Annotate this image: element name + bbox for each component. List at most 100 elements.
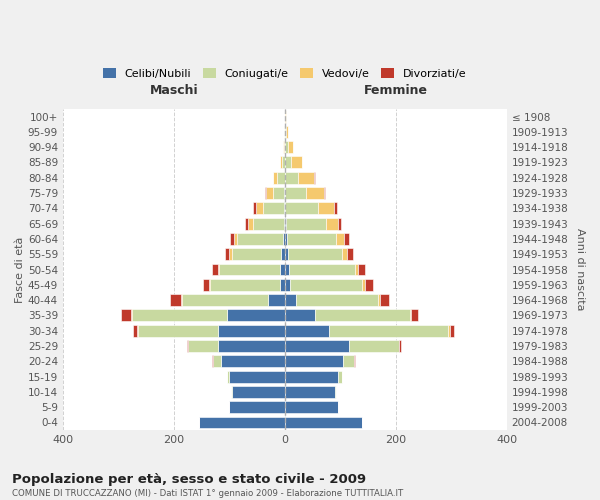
Bar [334,202,337,214]
Bar [347,248,353,260]
Bar [235,233,237,245]
Bar [285,416,362,428]
Bar [355,264,358,276]
Bar [268,294,285,306]
Bar [133,324,137,336]
Bar [285,279,290,291]
Bar [132,310,227,322]
Bar [285,248,287,260]
Bar [229,370,285,382]
Y-axis label: Anni di nascita: Anni di nascita [575,228,585,311]
Bar [335,386,336,398]
Bar [285,356,343,368]
Bar [290,279,362,291]
Bar [209,279,211,291]
Bar [285,324,329,336]
Bar [212,356,221,368]
Bar [289,264,355,276]
Bar [203,279,209,291]
Bar [286,202,317,214]
Bar [317,202,334,214]
Bar [411,310,418,322]
Bar [286,156,291,168]
Bar [287,248,342,260]
Bar [218,264,220,276]
Bar [324,187,325,199]
Bar [221,356,285,368]
Bar [237,233,283,245]
Bar [307,187,324,199]
Bar [285,233,287,245]
Bar [284,218,285,230]
Bar [349,340,398,352]
Bar [285,264,289,276]
Bar [280,279,285,291]
Bar [449,324,454,336]
Bar [291,156,302,168]
Bar [286,126,288,138]
Bar [280,264,285,276]
Bar [399,340,401,352]
Bar [218,324,285,336]
Bar [338,218,341,230]
Bar [329,324,448,336]
Bar [229,248,232,260]
Bar [199,416,285,428]
Bar [121,310,131,322]
Bar [365,279,373,291]
Bar [287,233,336,245]
Bar [286,172,298,184]
Bar [285,126,286,138]
Bar [378,294,380,306]
Bar [188,340,218,352]
Bar [273,187,284,199]
Legend: Celibi/Nubili, Coniugati/e, Vedovi/e, Divorziati/e: Celibi/Nubili, Coniugati/e, Vedovi/e, Di… [98,64,472,84]
Bar [182,294,268,306]
Bar [227,310,285,322]
Bar [338,370,342,382]
Bar [285,310,316,322]
Bar [231,386,232,398]
Bar [187,340,188,352]
Bar [285,294,296,306]
Bar [281,248,285,260]
Bar [138,324,218,336]
Bar [230,233,235,245]
Bar [342,248,347,260]
Bar [211,279,280,291]
Bar [285,141,287,153]
Bar [273,172,277,184]
Bar [248,218,253,230]
Bar [227,370,229,382]
Bar [232,248,281,260]
Bar [344,233,349,245]
Bar [326,218,338,230]
Bar [287,141,293,153]
Text: Maschi: Maschi [149,84,198,96]
Bar [285,401,338,413]
Bar [229,401,285,413]
Bar [277,172,285,184]
Bar [232,386,285,398]
Bar [181,294,182,306]
Bar [286,218,326,230]
Bar [212,264,218,276]
Bar [358,264,365,276]
Bar [296,294,378,306]
Bar [266,187,273,199]
Bar [286,187,307,199]
Bar [380,294,389,306]
Bar [218,340,285,352]
Bar [285,218,286,230]
Bar [285,340,349,352]
Bar [131,310,132,322]
Bar [283,233,285,245]
Bar [336,233,344,245]
Bar [253,202,256,214]
Bar [410,310,411,322]
Bar [316,310,410,322]
Bar [284,141,285,153]
Bar [280,156,282,168]
Bar [282,156,285,168]
Bar [256,202,263,214]
